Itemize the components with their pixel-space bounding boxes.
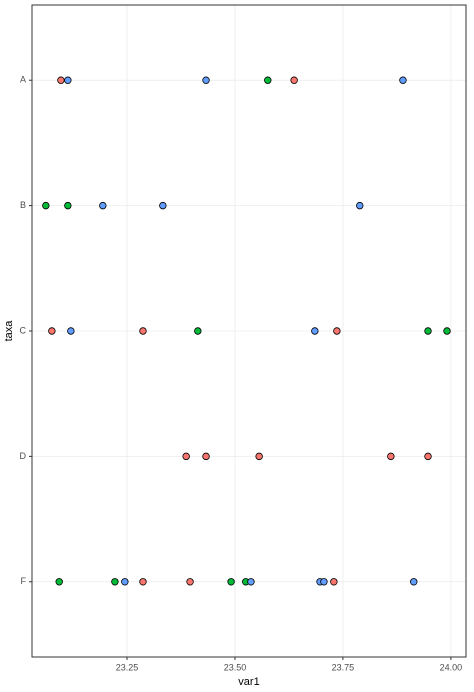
x-axis-title: var1 — [238, 676, 259, 688]
point — [333, 327, 341, 335]
point — [356, 201, 364, 210]
point — [410, 578, 418, 586]
y-tick-label: D — [20, 451, 27, 461]
point — [202, 452, 210, 461]
point — [202, 76, 210, 84]
y-tick-label: C — [20, 325, 27, 335]
point — [159, 201, 167, 210]
point — [443, 327, 451, 335]
x-tick-label: 23.50 — [224, 662, 247, 672]
point — [111, 578, 119, 586]
point — [99, 201, 107, 210]
x-tick-label: 23.75 — [332, 662, 355, 672]
point — [67, 327, 75, 335]
y-axis-title: taxa — [3, 320, 15, 342]
point — [57, 76, 65, 84]
point — [311, 327, 319, 335]
point — [387, 452, 395, 461]
point — [320, 578, 328, 586]
point — [64, 201, 72, 210]
point — [290, 76, 298, 84]
point — [255, 452, 263, 461]
point — [64, 76, 72, 84]
point — [424, 327, 432, 335]
point — [182, 452, 190, 461]
point — [139, 327, 147, 335]
point — [330, 578, 338, 586]
y-tick-label: A — [20, 75, 26, 85]
y-tick-label: B — [20, 200, 26, 210]
point — [55, 578, 63, 586]
point — [121, 578, 129, 586]
x-tick-label: 24.00 — [440, 662, 463, 672]
point — [139, 578, 147, 586]
point — [227, 578, 235, 586]
point — [42, 201, 50, 210]
point — [186, 578, 194, 586]
y-tick-label: F — [21, 576, 27, 586]
panel-border — [31, 4, 467, 658]
x-tick-label: 23.25 — [116, 662, 139, 672]
point — [264, 76, 272, 84]
point — [424, 452, 432, 461]
point — [48, 327, 56, 335]
point — [247, 578, 255, 586]
point — [194, 327, 202, 335]
point — [399, 76, 407, 84]
